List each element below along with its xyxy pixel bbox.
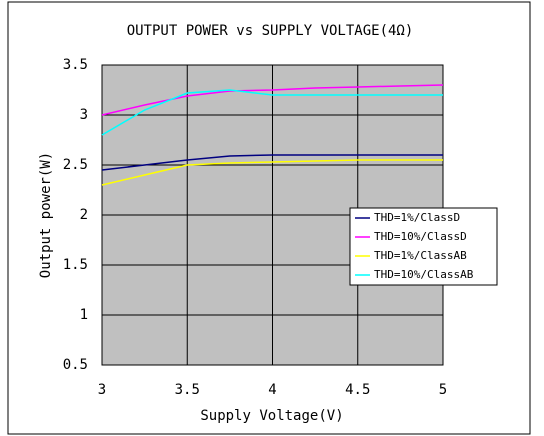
x-axis-label: Supply Voltage(V) [200,408,343,424]
x-tick-label: 4.5 [345,382,370,398]
legend: THD=1%/ClassD THD=10%/ClassD THD=1%/ClassA… [349,207,498,286]
series-line [101,154,443,171]
series-line [101,159,443,186]
legend-label: THD=1%/ClassAB [374,249,467,262]
y-tick-label: 0.5 [63,357,88,373]
legend-label: THD=1%/ClassD [374,211,460,224]
x-tick-label: 4 [268,382,276,398]
series-line [101,89,443,136]
y-axis-label: Output power(W) [38,152,54,278]
y-tick-label: 1.5 [63,257,88,273]
y-tick-label: 3 [80,107,88,123]
x-tick-label: 3 [98,382,106,398]
y-tick-label: 2 [80,207,88,223]
chart-title: OUTPUT POWER vs SUPPLY VOLTAGE(4Ω) [127,23,414,39]
y-tick-label: 2.5 [63,157,88,173]
series-line [101,84,444,116]
legend-label: THD=10%/ClassAB [374,268,474,281]
y-tick-label: 3.5 [63,57,88,73]
x-tick-label: 3.5 [175,382,200,398]
x-tick-label: 5 [439,382,447,398]
legend-label: THD=10%/ClassD [374,230,467,243]
legend-box [349,207,498,286]
y-tick-label: 1 [80,307,88,323]
